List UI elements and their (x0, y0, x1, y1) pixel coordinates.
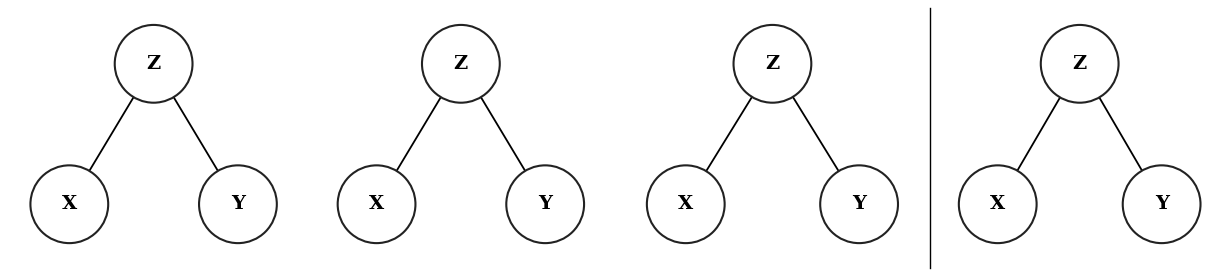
Text: Y: Y (852, 195, 866, 213)
Ellipse shape (1041, 25, 1118, 103)
Ellipse shape (199, 165, 277, 243)
Text: Y: Y (538, 195, 552, 213)
Ellipse shape (820, 165, 898, 243)
Text: Z: Z (766, 55, 779, 73)
Ellipse shape (734, 25, 811, 103)
Text: Z: Z (1073, 55, 1086, 73)
Text: X: X (991, 195, 1005, 213)
Ellipse shape (646, 165, 725, 243)
Ellipse shape (422, 25, 500, 103)
Text: X: X (678, 195, 693, 213)
Ellipse shape (338, 165, 415, 243)
Text: X: X (61, 195, 77, 213)
Text: Z: Z (146, 55, 161, 73)
Ellipse shape (114, 25, 193, 103)
Ellipse shape (31, 165, 108, 243)
Text: Y: Y (231, 195, 245, 213)
Ellipse shape (1123, 165, 1201, 243)
Text: Y: Y (1154, 195, 1169, 213)
Ellipse shape (506, 165, 584, 243)
Text: Z: Z (454, 55, 468, 73)
Ellipse shape (959, 165, 1036, 243)
Text: X: X (369, 195, 385, 213)
